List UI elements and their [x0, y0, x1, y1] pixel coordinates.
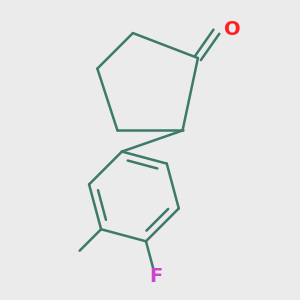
Text: O: O [224, 20, 241, 39]
Text: F: F [149, 267, 162, 286]
